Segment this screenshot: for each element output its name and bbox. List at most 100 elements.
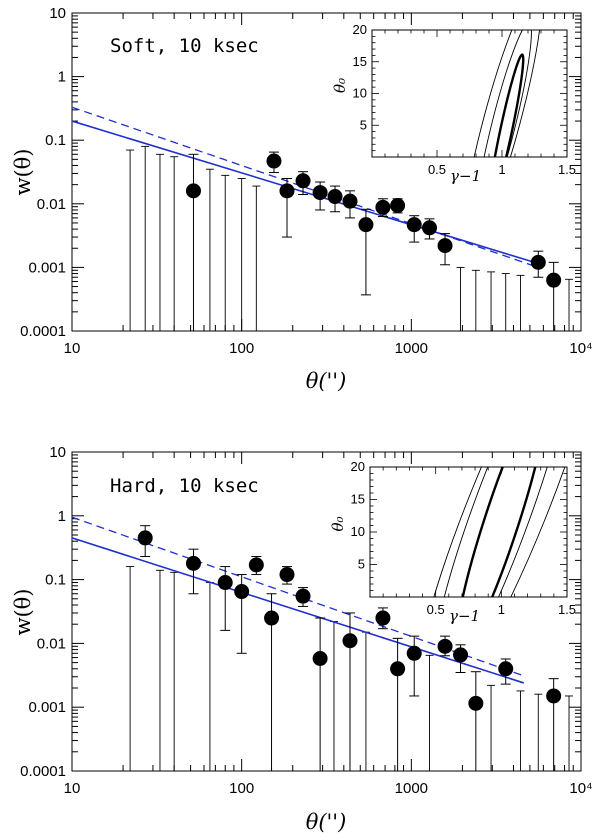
- soft-panel-title: Soft, 10 ksec: [110, 35, 259, 57]
- hard-data-point: [279, 567, 295, 583]
- hard-y-tick-label: 0.1: [45, 572, 66, 589]
- hard-data-point: [234, 584, 250, 600]
- soft-inset-y-tick-label: 15: [353, 54, 367, 69]
- soft-inset-x-tick-label: 1: [498, 162, 505, 177]
- hard-fit-solid-line: [71, 537, 525, 684]
- hard-inset-x-tick-label: 1.5: [558, 602, 576, 617]
- soft-x-tick-label: 10⁴: [569, 340, 592, 357]
- soft-inset-x-tick-label: 1.5: [558, 162, 576, 177]
- soft-panel: 10 100 1000 10⁴ 0.0001 0.001 0.01 0.1 1 10 Soft, …: [11, 5, 593, 393]
- soft-data-point: [546, 272, 562, 288]
- soft-inset-contour: [461, 30, 543, 157]
- hard-plot-frame: [71, 451, 582, 772]
- hard-y-tick-label: 10: [49, 444, 66, 461]
- soft-data-point: [295, 173, 311, 189]
- soft-y-tick-label: 0.001: [28, 259, 66, 276]
- hard-inset-y-tick-label: 15: [351, 492, 365, 507]
- hard-data-point: [437, 638, 453, 654]
- hard-data-point: [468, 695, 484, 711]
- soft-data-point: [437, 238, 453, 254]
- hard-inset-y-tick-label: 10: [351, 524, 365, 539]
- hard-y-tick-label: 0.001: [28, 699, 66, 716]
- soft-data-point: [327, 189, 343, 205]
- soft-fit-solid-line: [71, 120, 539, 265]
- hard-data-point: [295, 588, 311, 604]
- hard-inset-x-tick-label: 1: [498, 602, 505, 617]
- hard-panel: 10 100 1000 10⁴ 0.0001 0.001 0.01 0.1 1 10 Hard, …: [11, 444, 593, 834]
- hard-data-point: [248, 557, 264, 573]
- hard-data-point: [137, 530, 153, 546]
- hard-data-point: [406, 645, 422, 661]
- hard-data-point: [546, 688, 562, 704]
- soft-inset: 0.5 1 1.5 5 10 15 20 γ−1 θ₀: [331, 22, 576, 185]
- soft-data-point: [422, 220, 438, 236]
- hard-data-marks: [71, 516, 574, 771]
- hard-x-tick-label: 1000: [395, 780, 428, 797]
- hard-inset-contours: [412, 467, 567, 597]
- soft-data-point: [312, 185, 328, 201]
- soft-x-tick-label: 100: [229, 340, 254, 357]
- hard-data-point: [185, 555, 201, 571]
- soft-fit-dashed-line: [71, 106, 539, 269]
- soft-plot-frame: [71, 12, 582, 332]
- hard-inset-x-label: γ−1: [449, 607, 480, 625]
- soft-y-tick-label: 0.1: [45, 132, 66, 149]
- hard-y-tick-label: 0.0001: [20, 763, 66, 780]
- soft-data-point: [406, 217, 422, 233]
- hard-data-point: [312, 650, 328, 666]
- hard-panel-title: Hard, 10 ksec: [110, 475, 259, 497]
- soft-x-tick-label: 1000: [395, 340, 428, 357]
- soft-inset-contour: [487, 53, 525, 157]
- soft-data-point: [185, 183, 201, 199]
- hard-data-point: [453, 647, 469, 663]
- hard-inset: 0.5 1 1.5 5 10 15 20 γ−1 θ₀: [329, 459, 576, 625]
- hard-y-axis-label: w(θ): [11, 588, 35, 635]
- soft-axes: 10 100 1000 10⁴ 0.0001 0.001 0.01 0.1 1 10: [20, 5, 592, 357]
- soft-inset-x-tick-label: 0.5: [428, 162, 446, 177]
- soft-inset-contour: [474, 30, 532, 157]
- hard-y-tick-label: 1: [58, 508, 66, 525]
- hard-axes: 10 100 1000 10⁴ 0.0001 0.001 0.01 0.1 1 10: [20, 444, 592, 797]
- hard-inset-x-tick-label: 0.5: [427, 602, 445, 617]
- soft-data-point: [390, 198, 406, 214]
- soft-y-tick-label: 0.01: [37, 196, 66, 213]
- hard-inset-y-tick-label: 5: [358, 557, 365, 572]
- soft-data-point: [358, 217, 374, 233]
- hard-inset-y-tick-label: 20: [351, 459, 365, 474]
- hard-data-point: [375, 610, 391, 626]
- soft-y-axis-label: w(θ): [11, 148, 35, 195]
- hard-inset-y-label: θ₀: [329, 516, 347, 531]
- soft-y-tick-label: 1: [58, 69, 66, 86]
- hard-data-point: [264, 610, 280, 626]
- hard-inset-contour: [430, 467, 567, 597]
- hard-inset-contour: [412, 467, 567, 597]
- soft-x-axis-label: θ(''): [306, 369, 347, 393]
- hard-inset-contour: [454, 467, 548, 597]
- soft-y-tick-label: 10: [49, 5, 66, 22]
- soft-inset-contours: [461, 30, 543, 157]
- hard-x-tick-label: 10: [64, 780, 81, 797]
- soft-inset-y-tick-label: 5: [360, 117, 367, 132]
- soft-inset-frame: [371, 29, 568, 158]
- soft-inset-y-tick-label: 10: [353, 86, 367, 101]
- soft-data-marks: [71, 106, 574, 331]
- soft-data-point: [342, 193, 358, 209]
- hard-data-point: [390, 661, 406, 677]
- hard-data-point: [342, 633, 358, 649]
- soft-data-point: [375, 199, 391, 215]
- hard-x-tick-label: 10⁴: [569, 780, 592, 797]
- hard-data-point: [217, 575, 233, 591]
- soft-data-point: [530, 254, 546, 270]
- soft-inset-y-tick-label: 20: [353, 22, 367, 37]
- soft-x-tick-label: 10: [64, 340, 81, 357]
- soft-inset-y-label: θ₀: [331, 78, 349, 93]
- hard-y-tick-label: 0.01: [37, 635, 66, 652]
- soft-data-point: [279, 183, 295, 199]
- hard-data-point: [498, 661, 514, 677]
- hard-x-tick-label: 100: [229, 780, 254, 797]
- hard-x-axis-label: θ(''): [306, 810, 347, 834]
- soft-inset-x-label: γ−1: [450, 167, 481, 185]
- soft-data-point: [266, 153, 282, 169]
- soft-y-tick-label: 0.0001: [20, 323, 66, 340]
